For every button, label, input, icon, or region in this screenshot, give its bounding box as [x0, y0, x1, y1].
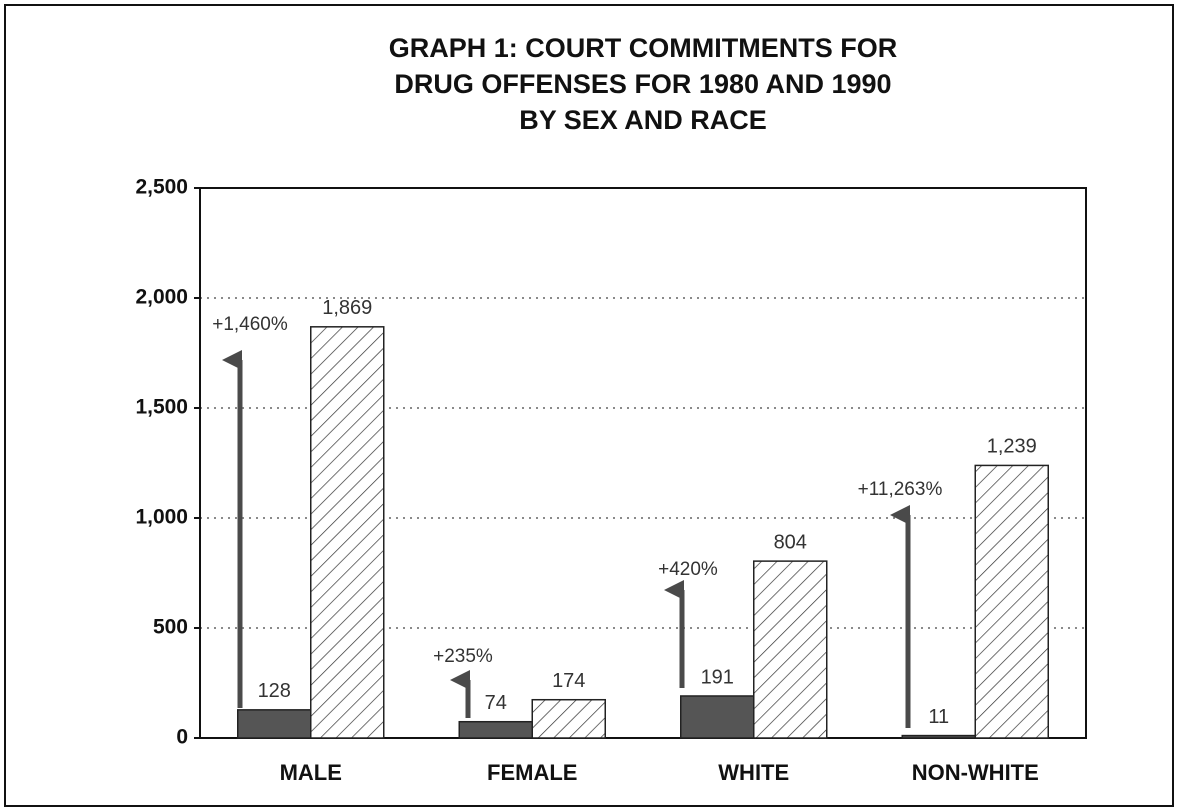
data-label: 1,869: [322, 297, 372, 319]
data-label: 128: [258, 680, 291, 702]
y-tick-label: 1,000: [135, 506, 188, 529]
chart-title: BY SEX AND RACE: [519, 105, 767, 135]
plot-frame: [199, 187, 1087, 739]
y-tick-label: 1,500: [135, 396, 188, 419]
bar: [974, 464, 1049, 739]
data-label: 74: [485, 692, 507, 714]
bar: [680, 695, 755, 739]
data-label: 191: [701, 666, 734, 688]
x-tick-label: MALE: [280, 760, 342, 785]
y-tick-label: 500: [153, 616, 188, 639]
y-tick-label: 2,000: [135, 286, 188, 309]
bar: [531, 698, 606, 739]
data-label: 804: [774, 531, 807, 553]
bar: [753, 560, 828, 739]
x-tick-label: WHITE: [718, 760, 789, 785]
data-label: 1,239: [987, 436, 1037, 458]
bar: [237, 709, 312, 739]
annotation: +1,460%: [212, 314, 288, 335]
page-frame: [4, 4, 1174, 807]
annotation: +420%: [658, 559, 718, 580]
chart-title: DRUG OFFENSES FOR 1980 AND 1990: [394, 69, 891, 99]
data-label: 11: [928, 706, 949, 728]
chart-title: GRAPH 1: COURT COMMITMENTS FOR: [389, 33, 897, 63]
x-tick-label: NON-WHITE: [912, 760, 1039, 785]
annotation: +11,263%: [858, 479, 943, 500]
x-tick-label: FEMALE: [487, 760, 577, 785]
y-tick-label: 0: [176, 726, 188, 749]
bar: [458, 720, 533, 739]
bar: [901, 734, 976, 739]
annotation: +235%: [433, 646, 493, 667]
y-tick-label: 2,500: [135, 176, 188, 199]
data-label: 174: [552, 670, 585, 692]
bar: [310, 326, 385, 739]
